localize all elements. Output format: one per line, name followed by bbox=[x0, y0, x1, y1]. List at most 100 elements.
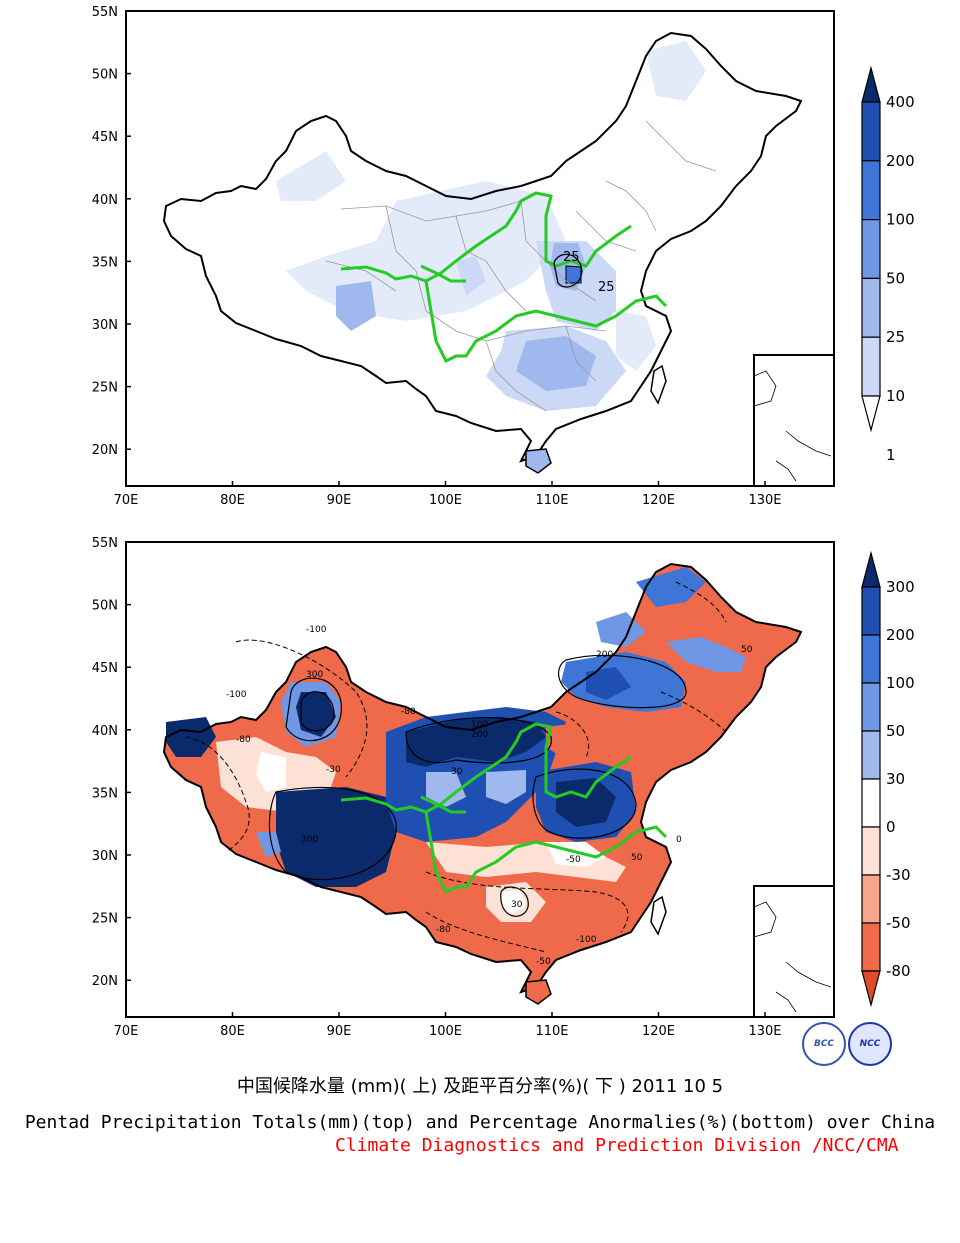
lon-tick-label: 90E bbox=[327, 493, 352, 508]
colorbar-label: 400 bbox=[886, 93, 915, 111]
colorbar-swatch bbox=[861, 778, 881, 828]
colorbar-swatch bbox=[861, 336, 881, 397]
contours-anomalies bbox=[268, 654, 687, 917]
south-china-sea-inset bbox=[753, 354, 835, 487]
caption-english: Pentad Precipitation Totals(mm)(top) and… bbox=[24, 1112, 936, 1133]
lat-tick-label: 20N bbox=[92, 443, 118, 458]
china-fill-totals bbox=[163, 32, 802, 474]
lon-tick-label: 120E bbox=[642, 493, 675, 508]
contour-label: -50 bbox=[536, 957, 551, 967]
contour-label: -80 bbox=[436, 925, 451, 935]
colorbar-label: -50 bbox=[886, 914, 911, 932]
contour-label: 0 bbox=[676, 835, 682, 845]
colorbar-label: 200 bbox=[886, 626, 915, 644]
ncc-logo-text: NCC bbox=[859, 1039, 881, 1049]
contour-label: 30 bbox=[511, 900, 523, 910]
colorbar-swatch bbox=[861, 826, 881, 876]
colorbar-label: 30 bbox=[886, 770, 905, 788]
map-panel-totals: 25 25 bbox=[125, 10, 835, 487]
contour-label: -80 bbox=[401, 707, 416, 717]
colorbar-label: 50 bbox=[886, 722, 905, 740]
ncc-logo: NCC bbox=[848, 1022, 892, 1066]
lat-tick-label: 50N bbox=[92, 599, 118, 614]
colorbar-label: 10 bbox=[886, 387, 905, 405]
rivers-totals bbox=[340, 191, 668, 364]
lat-tick-label: 45N bbox=[92, 130, 118, 145]
contours-anomalies-dashed bbox=[185, 581, 727, 953]
contour-label: -50 bbox=[566, 855, 581, 865]
colorbar-swatch bbox=[861, 682, 881, 732]
contour-label: 300 bbox=[306, 670, 323, 680]
map-panel-anomalies: 300 300 200 100 200 50 30 -30 -50 -100 -… bbox=[125, 541, 835, 1018]
lon-tick-label: 90E bbox=[327, 1024, 352, 1039]
lon-tick-label: 120E bbox=[642, 1024, 675, 1039]
colorbar-swatch bbox=[861, 219, 881, 280]
lat-tick-label: 35N bbox=[92, 786, 118, 801]
lon-tick-label: 80E bbox=[220, 493, 245, 508]
contour-label: 50 bbox=[631, 853, 643, 863]
colorbar-label: 50 bbox=[886, 269, 905, 287]
contour-label: -100 bbox=[306, 625, 327, 635]
lon-tick-label: 80E bbox=[220, 1024, 245, 1039]
colorbar-swatch bbox=[861, 874, 881, 924]
caption-chinese: 中国候降水量 (mm)( 上) 及距平百分率(%)( 下 ) 2011 10 5 bbox=[236, 1076, 724, 1097]
colorbar-label: 25 bbox=[886, 328, 905, 346]
bcc-logo-text: BCC bbox=[813, 1039, 835, 1049]
contour-label: 200 bbox=[471, 730, 488, 740]
colorbar-top-arrow bbox=[861, 550, 881, 588]
lon-tick-label: 100E bbox=[429, 1024, 462, 1039]
lon-tick-label: 70E bbox=[114, 1024, 139, 1039]
colorbar-swatch bbox=[861, 730, 881, 780]
contour-label: -30 bbox=[326, 765, 341, 775]
colorbar-swatch bbox=[861, 922, 881, 972]
colorbar: 400 200 100 50 25 10 1 bbox=[861, 65, 915, 464]
lon-tick-label: 130E bbox=[748, 493, 781, 508]
lon-tick-label: 110E bbox=[535, 493, 568, 508]
colorbar-swatch bbox=[861, 586, 881, 636]
contour-label: 200 bbox=[596, 650, 613, 660]
contour-label: -100 bbox=[576, 935, 597, 945]
lat-tick-label: 35N bbox=[92, 255, 118, 270]
contour-label: -80 bbox=[236, 735, 251, 745]
lat-tick-label: 45N bbox=[92, 661, 118, 676]
lat-tick-label: 30N bbox=[92, 849, 118, 864]
colorbar-label: 1 bbox=[886, 446, 896, 464]
colorbar-swatch bbox=[861, 160, 881, 221]
lon-tick-label: 70E bbox=[114, 493, 139, 508]
contour-label: 300 bbox=[301, 835, 318, 845]
colorbar-bottom-arrow bbox=[861, 970, 881, 1008]
colorbar-label: 200 bbox=[886, 152, 915, 170]
colorbar-label: -80 bbox=[886, 962, 911, 980]
lon-tick-label: 100E bbox=[429, 493, 462, 508]
lat-tick-label: 20N bbox=[92, 974, 118, 989]
lat-tick-label: 40N bbox=[92, 724, 118, 739]
lat-tick-label: 55N bbox=[92, 5, 118, 20]
lon-tick-label: 110E bbox=[535, 1024, 568, 1039]
lat-tick-label: 30N bbox=[92, 318, 118, 333]
contour-label: 30 bbox=[451, 767, 463, 777]
colorbar-swatch bbox=[861, 277, 881, 338]
contour-label: 100 bbox=[471, 720, 488, 730]
caption-credit: Climate Diagnostics and Prediction Divis… bbox=[335, 1135, 899, 1156]
contour-label: 25 bbox=[598, 280, 615, 295]
lat-tick-label: 55N bbox=[92, 536, 118, 551]
colorbar-bottom-arrow bbox=[861, 395, 881, 433]
colorbar-label: 100 bbox=[886, 211, 915, 229]
contour-label: 25 bbox=[563, 250, 580, 265]
lat-tick-label: 50N bbox=[92, 68, 118, 83]
colorbar-label: -30 bbox=[886, 866, 911, 884]
lon-tick-label: 130E bbox=[748, 1024, 781, 1039]
colorbar-swatch bbox=[861, 634, 881, 684]
colorbar-swatch bbox=[861, 101, 881, 162]
lat-tick-label: 25N bbox=[92, 381, 118, 396]
contour-labels-anomalies: 300 300 200 100 200 50 30 -30 -50 -100 -… bbox=[226, 625, 753, 967]
contour-label: 50 bbox=[741, 645, 753, 655]
lat-tick-label: 40N bbox=[92, 193, 118, 208]
bcc-logo: BCC bbox=[802, 1022, 846, 1066]
contours-totals bbox=[553, 253, 583, 288]
south-china-sea-inset bbox=[753, 885, 835, 1018]
colorbar-label: 0 bbox=[886, 818, 896, 836]
colorbar-top-arrow bbox=[861, 65, 881, 103]
